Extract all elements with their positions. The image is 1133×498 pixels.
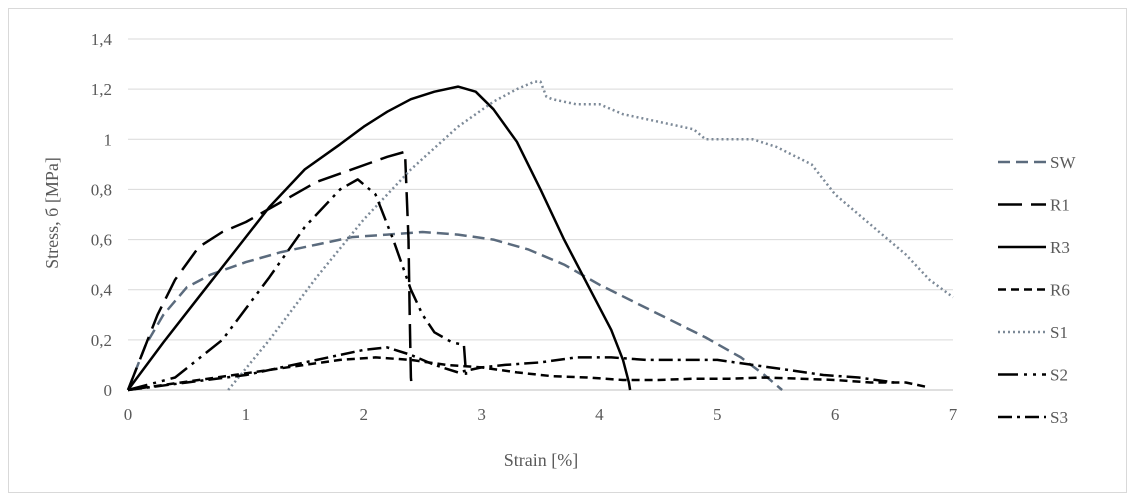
y-tick-labels: 0 0,2 0,4 0,6 0,8 1 1,2 1,4 <box>91 30 113 400</box>
y-axis-title: Stress, б [MPa] <box>42 157 62 269</box>
legend-label-sw: SW <box>1050 153 1076 172</box>
y-tick-label: 0,6 <box>91 231 112 250</box>
x-tick-label: 6 <box>831 405 840 424</box>
series-line-s3 <box>127 346 895 392</box>
legend-label-r1: R1 <box>1050 196 1070 215</box>
x-tick-label: 1 <box>242 405 251 424</box>
y-tick-label: 1 <box>104 130 113 149</box>
series-lines <box>126 80 954 392</box>
x-tick-label: 5 <box>713 405 722 424</box>
legend-label-r6: R6 <box>1050 281 1070 300</box>
y-tick-label: 0,2 <box>91 331 112 350</box>
x-tick-label: 7 <box>949 405 958 424</box>
x-tick-label: 4 <box>595 405 604 424</box>
y-tick-label: 1,4 <box>91 30 113 49</box>
legend-label-r3: R3 <box>1050 238 1070 257</box>
grid-lines <box>128 38 953 341</box>
legend-label-s3: S3 <box>1050 408 1068 427</box>
x-tick-label: 2 <box>359 405 368 424</box>
x-tick-label: 0 <box>124 405 133 424</box>
y-tick-label: 0 <box>104 381 113 400</box>
legend-label-s1: S1 <box>1050 323 1068 342</box>
x-axis-title: Strain [%] <box>504 450 578 470</box>
series-line-r3 <box>126 85 632 391</box>
y-tick-label: 0,8 <box>91 180 112 199</box>
y-tick-label: 0,4 <box>91 281 113 300</box>
x-tick-labels: 0 1 2 3 4 5 6 7 <box>124 405 958 424</box>
series-line-s2 <box>127 178 468 392</box>
series-line-sw <box>126 230 783 391</box>
x-tick-label: 3 <box>477 405 486 424</box>
y-tick-label: 1,2 <box>91 80 112 99</box>
legend: SW R1 R3 R6 S1 S2 S3 <box>998 153 1076 427</box>
legend-label-s2: S2 <box>1050 366 1068 385</box>
series-line-s1 <box>227 80 954 391</box>
series-line-r1 <box>126 150 414 391</box>
